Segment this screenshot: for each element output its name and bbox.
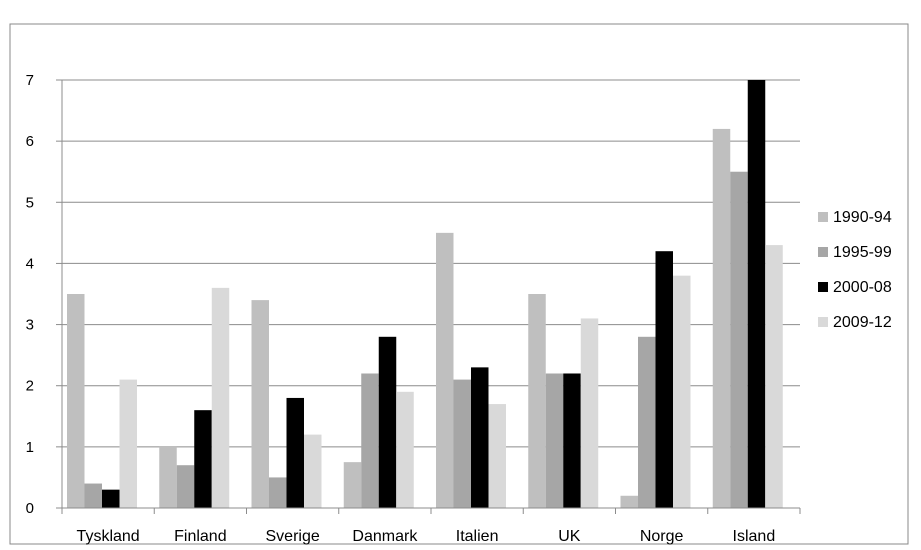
x-axis-category-labels: Tyskland Finland Sverige Danmark Italien UK No… [77,528,776,545]
bar-1990-94-Finland [159,446,177,508]
bar-1990-94-Danmark [343,462,362,508]
bar-1990-94-Norge [620,495,638,508]
y-axis-tick-labels: 0 1 2 3 4 5 6 7 [26,72,34,517]
legend-label: 1995-99 [833,244,892,261]
legend-swatch [818,317,828,327]
bar-2009-12-Finland [211,287,230,508]
bar-2009-12-UK [580,318,599,508]
bar-1995-99-Norge [638,336,656,508]
y-tick-label: 0 [26,500,34,517]
x-category-label: Norge [640,528,684,545]
bar-1995-99-Finland [176,465,195,508]
bar-2009-12-Sverige [304,434,322,508]
bar-2000-08-Italien [471,367,489,508]
bar-2000-08-Norge [655,251,673,508]
bar-1990-94-Italien [436,232,454,508]
x-category-label: Italien [456,528,499,545]
legend-swatch [818,212,828,222]
legend-label: 2009-12 [833,314,892,331]
x-category-label: Island [733,528,776,545]
bar-1990-94-Sverige [251,300,269,508]
legend-swatch [818,282,828,292]
legend: 1990-94 1995-99 2000-08 2009-12 [818,209,892,331]
bar-1995-99-Sverige [269,477,287,508]
y-tick-label: 3 [26,317,34,334]
bar-1995-99-Island [730,171,748,508]
bar-2000-08-Tyskland [102,489,120,508]
legend-label: 1990-94 [833,209,892,226]
legend-swatch [818,247,828,257]
y-tick-label: 4 [26,255,34,272]
legend-label: 2000-08 [833,279,892,296]
bar-2009-12-Tyskland [119,379,137,508]
bar-2009-12-Italien [488,404,506,508]
y-tick-label: 2 [26,378,34,395]
y-tick-label: 6 [26,133,34,150]
bar-series [67,80,783,509]
x-category-label: Sverige [266,528,320,545]
axes [56,79,801,514]
y-tick-label: 5 [26,194,34,211]
x-category-label: Finland [174,528,226,545]
bar-2000-08-Danmark [378,336,397,508]
y-tick-label: 7 [26,72,34,89]
x-category-label: Danmark [352,528,418,545]
bar-1995-99-Italien [453,379,471,508]
bar-2009-12-Danmark [396,391,414,508]
bar-2000-08-Sverige [286,397,304,508]
bar-1990-94-Tyskland [67,294,85,508]
y-tick-label: 1 [26,439,34,456]
x-category-label: UK [558,528,581,545]
bar-1990-94-Island [712,128,731,508]
bar-2000-08-UK [563,373,581,508]
x-category-label: Tyskland [77,528,140,545]
bar-1995-99-Danmark [361,373,379,508]
bar-2009-12-Island [765,245,783,509]
bar-2000-08-Island [747,80,766,508]
bar-1995-99-Tyskland [84,483,102,508]
bar-1990-94-UK [528,294,546,508]
bar-2000-08-Finland [194,410,212,508]
bar-2009-12-Norge [673,275,691,508]
bar-1995-99-UK [545,373,564,508]
